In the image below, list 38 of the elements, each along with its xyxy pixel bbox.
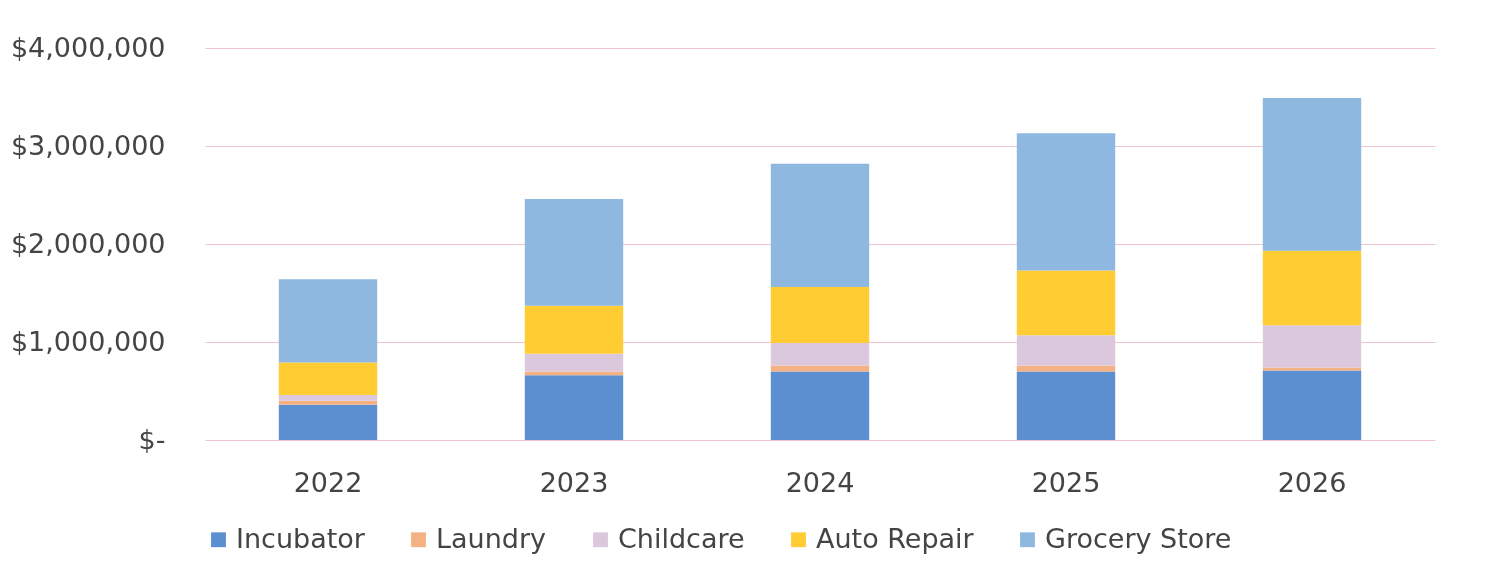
- bar: [524, 305, 624, 354]
- bar: [770, 371, 870, 440]
- bar: [770, 342, 870, 366]
- legend-label: Laundry: [436, 522, 547, 554]
- bar: [1016, 335, 1116, 366]
- bar: [1016, 371, 1116, 440]
- legend-label: Childcare: [618, 522, 745, 554]
- bar: [278, 404, 378, 440]
- bar: [524, 375, 624, 440]
- y-tick-label: $2,000,000: [10, 227, 166, 259]
- legend-label: Auto Repair: [816, 522, 975, 554]
- bar: [1016, 133, 1116, 271]
- bar: [524, 353, 624, 372]
- x-tick-label: 2026: [1277, 466, 1347, 498]
- y-tick-label: $1,000,000: [10, 325, 166, 357]
- x-tick-label: 2022: [293, 466, 363, 498]
- bar: [770, 287, 870, 343]
- bar: [278, 279, 378, 363]
- bar: [278, 400, 378, 405]
- bar: [1262, 325, 1362, 368]
- bar: [278, 362, 378, 395]
- bar: [278, 394, 378, 401]
- bar: [770, 163, 870, 288]
- bar: [1262, 97, 1362, 251]
- bar: [524, 198, 624, 306]
- bar: [524, 371, 624, 376]
- x-tick-label: 2024: [785, 466, 855, 498]
- y-tick-label: $4,000,000: [10, 31, 166, 63]
- y-tick-label: $3,000,000: [10, 129, 166, 161]
- bar: [1262, 250, 1362, 326]
- bar: [1262, 367, 1362, 371]
- legend-label: Incubator: [236, 522, 366, 554]
- x-tick-label: 2023: [539, 466, 609, 498]
- legend-label: Grocery Store: [1045, 522, 1232, 554]
- y-tick-label: $-: [138, 423, 166, 455]
- bar: [1016, 270, 1116, 336]
- bar: [1262, 370, 1362, 440]
- x-tick-label: 2025: [1031, 466, 1101, 498]
